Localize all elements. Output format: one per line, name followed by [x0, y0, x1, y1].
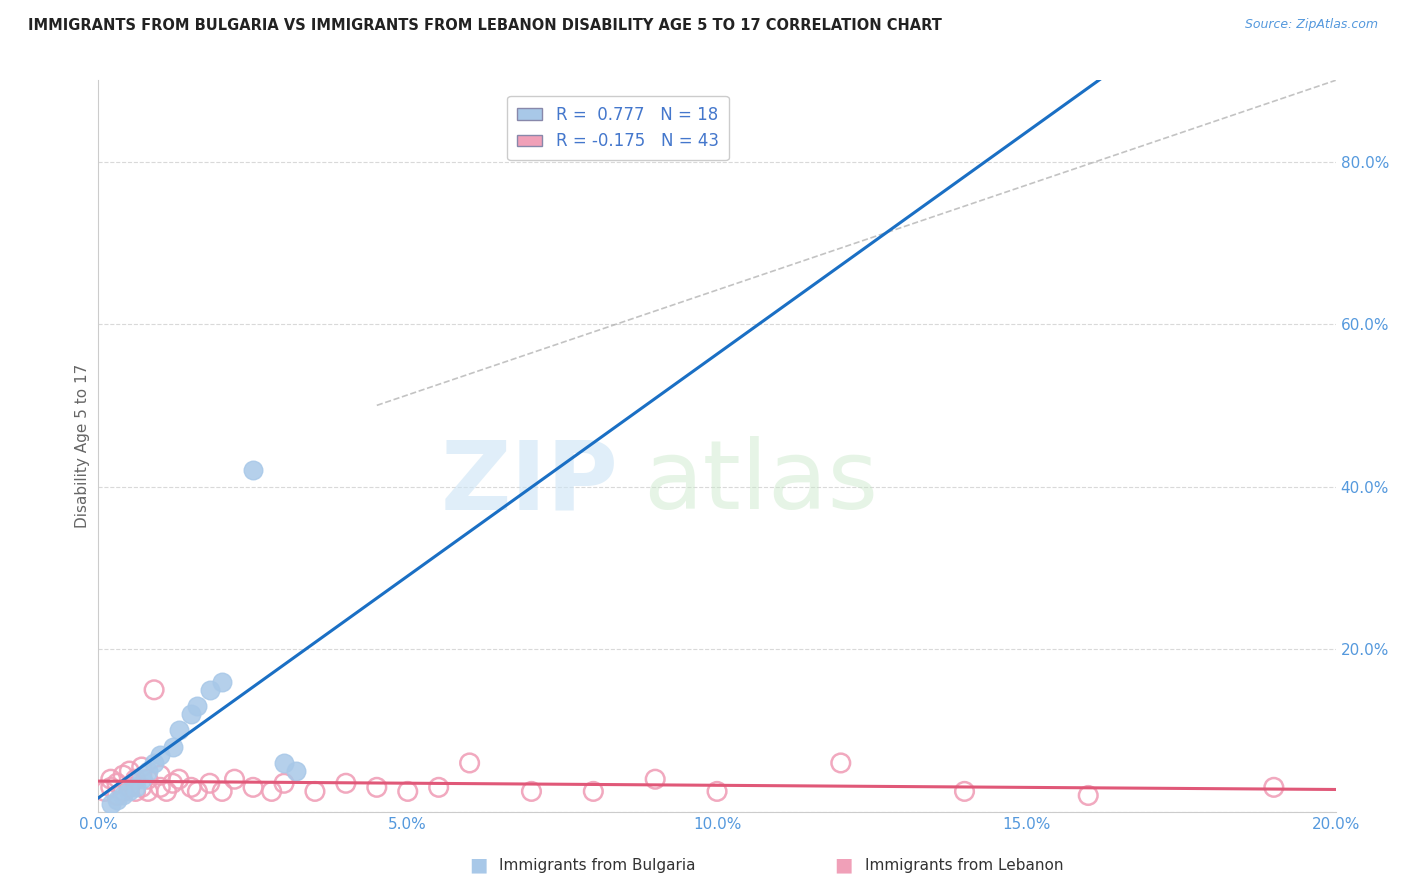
Point: [427, 780, 450, 795]
Point: [149, 768, 172, 782]
Point: [304, 784, 326, 798]
Point: [335, 776, 357, 790]
Point: [167, 723, 190, 738]
Point: [136, 784, 159, 798]
Point: [953, 784, 976, 798]
Point: [273, 776, 295, 790]
Legend: R =  0.777   N = 18, R = -0.175   N = 43: R = 0.777 N = 18, R = -0.175 N = 43: [508, 96, 728, 161]
Point: [124, 772, 146, 787]
Text: ■: ■: [834, 855, 853, 875]
Text: ■: ■: [468, 855, 488, 875]
Point: [260, 784, 283, 798]
Point: [131, 760, 153, 774]
Point: [112, 768, 135, 782]
Point: [830, 756, 852, 770]
Point: [180, 707, 202, 722]
Text: Immigrants from Lebanon: Immigrants from Lebanon: [865, 858, 1063, 872]
Point: [644, 772, 666, 787]
Point: [143, 756, 166, 770]
Point: [273, 756, 295, 770]
Point: [100, 780, 122, 795]
Point: [366, 780, 388, 795]
Point: [242, 780, 264, 795]
Text: atlas: atlas: [643, 436, 877, 529]
Point: [186, 784, 208, 798]
Point: [136, 772, 159, 787]
Point: [285, 764, 308, 778]
Point: [136, 764, 159, 778]
Point: [105, 776, 128, 790]
Text: Source: ZipAtlas.com: Source: ZipAtlas.com: [1244, 18, 1378, 31]
Point: [396, 784, 419, 798]
Point: [105, 792, 128, 806]
Point: [149, 747, 172, 762]
Point: [118, 764, 141, 778]
Text: ZIP: ZIP: [440, 436, 619, 529]
Point: [105, 789, 128, 803]
Point: [112, 789, 135, 803]
Point: [1077, 789, 1099, 803]
Point: [162, 776, 184, 790]
Point: [124, 784, 146, 798]
Text: IMMIGRANTS FROM BULGARIA VS IMMIGRANTS FROM LEBANON DISABILITY AGE 5 TO 17 CORRE: IMMIGRANTS FROM BULGARIA VS IMMIGRANTS F…: [28, 18, 942, 33]
Point: [155, 784, 177, 798]
Point: [520, 784, 543, 798]
Point: [112, 784, 135, 798]
Point: [167, 772, 190, 787]
Point: [198, 776, 221, 790]
Text: Immigrants from Bulgaria: Immigrants from Bulgaria: [499, 858, 696, 872]
Point: [211, 674, 233, 689]
Point: [143, 682, 166, 697]
Y-axis label: Disability Age 5 to 17: Disability Age 5 to 17: [75, 364, 90, 528]
Point: [186, 699, 208, 714]
Point: [211, 784, 233, 798]
Point: [93, 784, 115, 798]
Point: [242, 463, 264, 477]
Point: [131, 780, 153, 795]
Point: [224, 772, 246, 787]
Point: [100, 772, 122, 787]
Point: [100, 797, 122, 811]
Point: [118, 784, 141, 798]
Point: [180, 780, 202, 795]
Point: [131, 772, 153, 787]
Point: [118, 780, 141, 795]
Point: [149, 780, 172, 795]
Point: [198, 682, 221, 697]
Point: [1263, 780, 1285, 795]
Point: [582, 784, 605, 798]
Point: [162, 739, 184, 754]
Point: [706, 784, 728, 798]
Point: [124, 780, 146, 795]
Point: [458, 756, 481, 770]
